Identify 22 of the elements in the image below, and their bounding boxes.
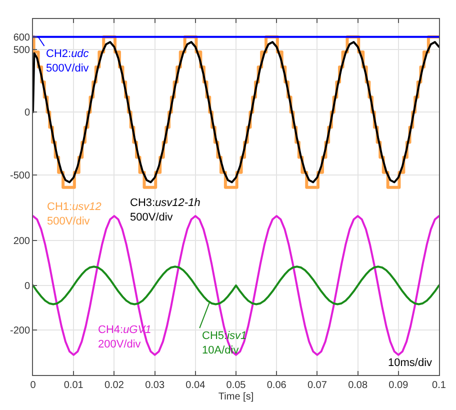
x-tick-label: 0.02 <box>104 380 124 391</box>
x-axis-title: Time [s] <box>218 392 254 402</box>
x-tick-label: 0.05 <box>226 380 246 391</box>
x-tick-label: 0.04 <box>186 380 206 391</box>
annotation: 10ms/div <box>388 357 433 369</box>
x-tick-label: 0.07 <box>307 380 328 391</box>
series-label: CH1:usv12 500V/div <box>47 201 102 228</box>
x-tick-label: 0.1 <box>432 380 446 391</box>
y-tick-label: -200 <box>10 326 30 337</box>
y-tick-label: 500 <box>13 44 30 56</box>
text: CH3:usv12-1h 500V/div <box>130 197 200 224</box>
legend-label: CH2:udc 500V/div <box>46 48 90 74</box>
y-tick-label: 200 <box>13 236 30 248</box>
y-tick-label: 0 <box>24 280 30 292</box>
y-tick-label: 600 <box>13 32 30 44</box>
x-tick-label: 0.08 <box>348 380 368 391</box>
x-tick-label: 0.01 <box>64 380 84 391</box>
x-tick-label: 0.03 <box>145 380 165 391</box>
x-tick-label: 0.06 <box>266 380 287 391</box>
y-tick-label: -500 <box>10 170 30 182</box>
y-tick-label: 0 <box>24 108 30 119</box>
x-tick-label: 0.09 <box>388 380 409 391</box>
